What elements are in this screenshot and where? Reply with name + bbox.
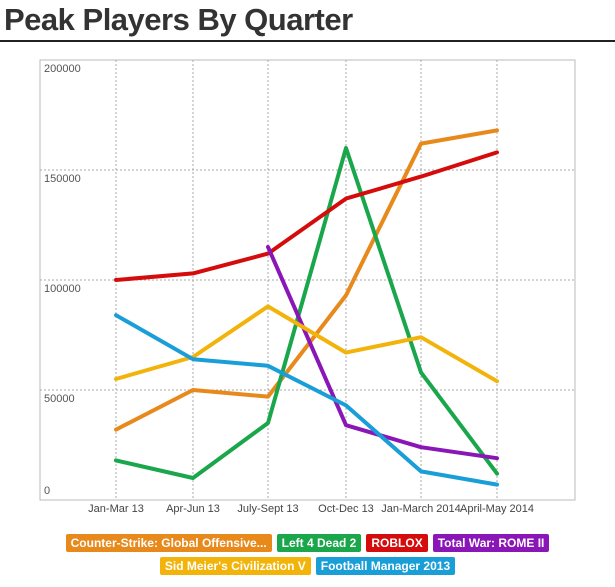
legend-item[interactable]: Football Manager 2013 xyxy=(315,557,456,575)
page-title: Peak Players By Quarter xyxy=(4,2,353,37)
y-tick-label: 50000 xyxy=(44,393,75,405)
legend: Counter-Strike: Global Offensive... Left … xyxy=(0,534,615,575)
y-tick-label: 100000 xyxy=(44,283,81,295)
series-line xyxy=(114,146,499,480)
series-lines xyxy=(114,128,499,487)
series-line xyxy=(114,304,499,384)
y-tick-label: 150000 xyxy=(44,173,81,185)
legend-row: Counter-Strike: Global Offensive... Left … xyxy=(65,534,550,552)
x-tick-labels: Jan-Mar 13 Apr-Jun 13 July-Sept 13 Oct-Dec … xyxy=(88,503,534,515)
legend-item[interactable]: Left 4 Dead 2 xyxy=(276,534,362,552)
series-line xyxy=(114,313,499,487)
x-tick-label: Apr-Jun 13 xyxy=(166,503,220,515)
line-chart: 0 50000 100000 150000 200000 Jan-Mar 13 Apr-J… xyxy=(39,59,576,515)
x-tick-label: April-May 2014 xyxy=(460,503,534,515)
legend-item[interactable]: Counter-Strike: Global Offensive... xyxy=(65,534,272,552)
y-tick-label: 200000 xyxy=(44,63,81,75)
y-tick-labels: 0 50000 100000 150000 200000 xyxy=(44,63,81,497)
y-tick-label: 0 xyxy=(44,485,50,497)
title-divider xyxy=(0,40,615,42)
legend-item[interactable]: Sid Meier's Civilization V xyxy=(159,557,311,575)
series-line xyxy=(114,150,499,282)
legend-item[interactable]: Total War: ROME II xyxy=(432,534,550,552)
series-line xyxy=(114,128,499,432)
x-tick-label: July-Sept 13 xyxy=(237,503,298,515)
legend-item[interactable]: ROBLOX xyxy=(366,534,428,552)
x-tick-label: Jan-Mar 13 xyxy=(88,503,144,515)
legend-row: Sid Meier's Civilization V Football Manag… xyxy=(159,557,456,575)
x-tick-label: Jan-March 2014 xyxy=(381,503,461,515)
x-tick-label: Oct-Dec 13 xyxy=(318,503,374,515)
